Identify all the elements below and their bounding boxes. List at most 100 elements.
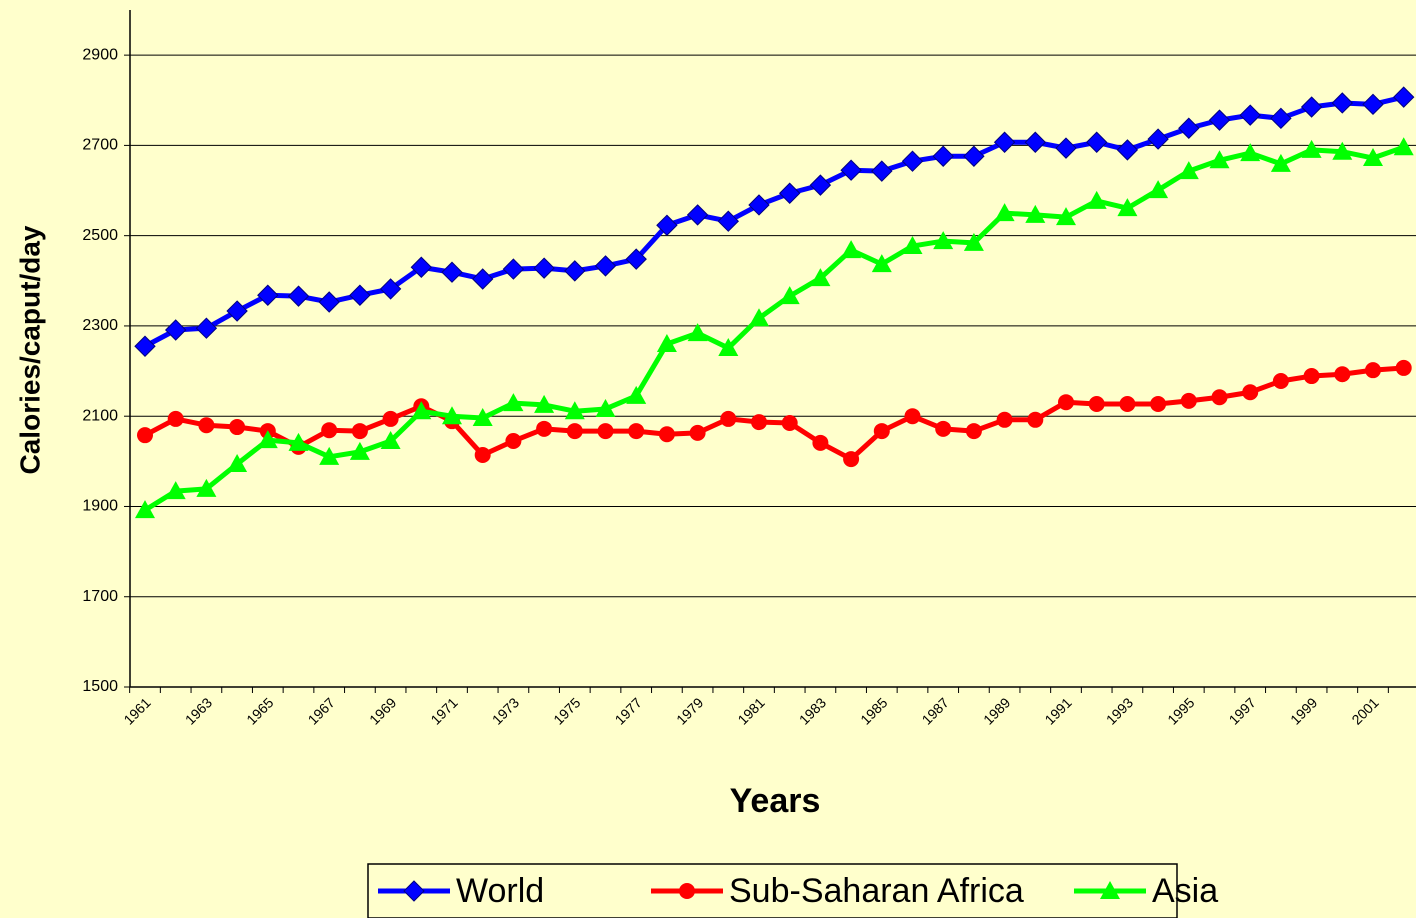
marker (1147, 128, 1169, 150)
marker (1117, 198, 1138, 217)
y-tick-label: 2100 (82, 407, 118, 424)
marker (1239, 104, 1261, 126)
marker (935, 420, 952, 437)
marker (1334, 366, 1351, 383)
marker (1362, 93, 1384, 116)
marker (288, 432, 309, 451)
marker (135, 500, 155, 519)
marker (533, 257, 555, 279)
marker (165, 481, 186, 500)
marker (1085, 131, 1108, 153)
y-tick-label: 2900 (82, 46, 118, 63)
marker (442, 406, 462, 425)
marker (566, 423, 583, 440)
marker (965, 423, 982, 440)
marker (1150, 396, 1167, 413)
marker (287, 285, 310, 307)
marker (686, 204, 709, 226)
y-tick-label: 1500 (82, 678, 118, 695)
marker (901, 150, 924, 172)
marker (1272, 372, 1289, 389)
marker (321, 422, 338, 439)
marker (1209, 150, 1230, 169)
legend-marker (679, 883, 695, 899)
marker (781, 414, 798, 431)
marker (196, 478, 217, 497)
marker (503, 393, 524, 412)
marker (351, 423, 368, 440)
marker (227, 454, 248, 473)
marker (904, 408, 921, 425)
marker (1208, 109, 1231, 131)
marker (1240, 143, 1261, 162)
marker (871, 160, 893, 182)
marker (257, 284, 279, 306)
marker (318, 291, 340, 313)
marker (1363, 148, 1383, 167)
marker (626, 385, 647, 404)
marker (625, 248, 647, 270)
marker (1055, 137, 1077, 159)
marker (1270, 153, 1291, 172)
marker (1270, 107, 1292, 130)
legend-label: Sub-Saharan Africa (729, 872, 1024, 910)
marker (379, 278, 402, 300)
marker (594, 255, 617, 277)
marker (840, 159, 862, 181)
marker (382, 410, 399, 427)
marker (778, 182, 801, 204)
marker (717, 210, 740, 232)
marker (137, 427, 153, 444)
y-tick-label: 1700 (82, 588, 118, 605)
marker (689, 424, 706, 441)
marker (810, 268, 831, 287)
marker (871, 254, 892, 273)
marker (902, 236, 923, 255)
marker (134, 335, 156, 357)
marker (1332, 141, 1353, 160)
marker (841, 240, 862, 259)
marker (993, 131, 1016, 153)
legend-box (367, 863, 1178, 918)
marker (1024, 131, 1047, 153)
marker (411, 401, 432, 420)
marker (349, 284, 371, 306)
marker (502, 258, 525, 280)
marker (564, 260, 586, 282)
marker (1303, 368, 1320, 385)
marker (472, 408, 493, 427)
marker (994, 203, 1015, 222)
marker (932, 145, 954, 167)
marker (1148, 180, 1169, 199)
marker (996, 411, 1013, 428)
y-tick-label: 1900 (82, 498, 118, 515)
marker (1178, 161, 1199, 180)
marker (628, 423, 645, 440)
marker (167, 410, 184, 427)
marker (658, 426, 675, 443)
marker (1365, 362, 1381, 379)
marker (1178, 117, 1200, 139)
marker (1025, 204, 1046, 223)
marker (1119, 396, 1136, 413)
marker (1056, 207, 1076, 226)
legend-label: World (456, 872, 544, 910)
legend-marker (1100, 881, 1120, 899)
marker (779, 286, 800, 305)
marker (1395, 359, 1412, 376)
y-axis-title: Calories/caput/day (14, 225, 45, 474)
marker (1086, 190, 1107, 209)
marker (349, 441, 370, 460)
marker (1242, 384, 1259, 401)
marker (441, 261, 463, 283)
marker (1331, 92, 1354, 114)
marker (1180, 392, 1197, 409)
marker (812, 434, 829, 451)
marker (656, 333, 677, 352)
marker (226, 300, 248, 322)
marker (656, 214, 678, 236)
marker (873, 423, 890, 440)
marker (1393, 137, 1414, 156)
marker (1088, 396, 1105, 413)
